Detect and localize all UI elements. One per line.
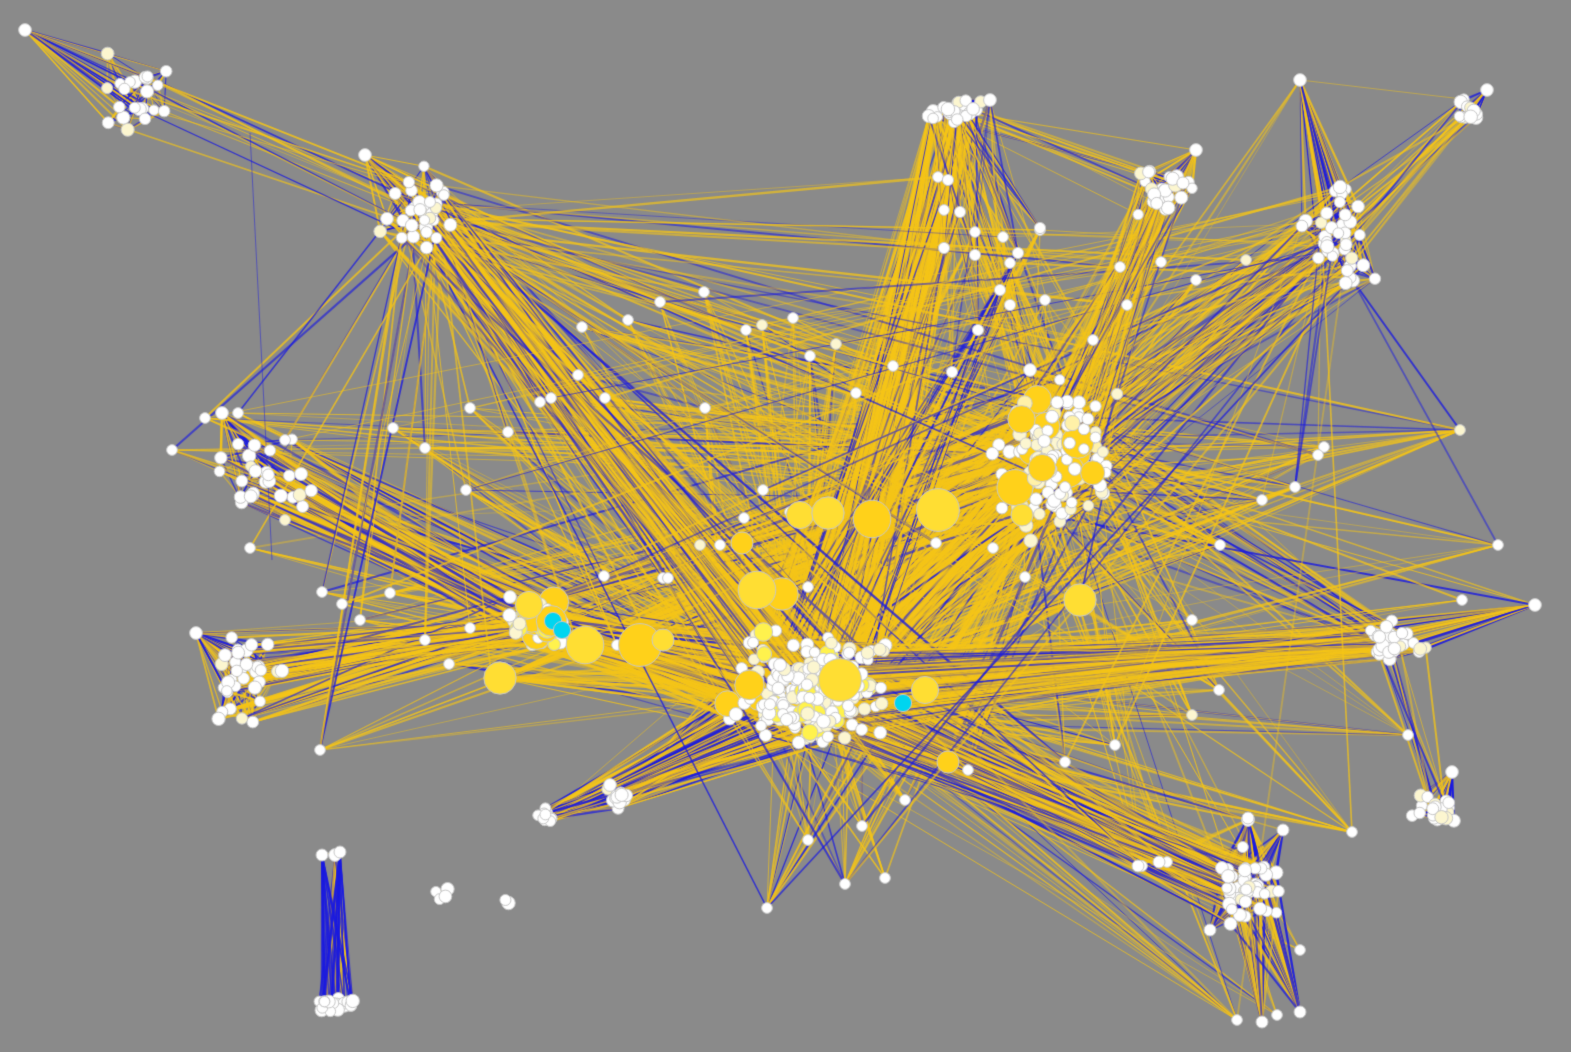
graph-visualization-canvas[interactable] — [0, 0, 1571, 1052]
network-graph[interactable] — [0, 0, 1571, 1052]
